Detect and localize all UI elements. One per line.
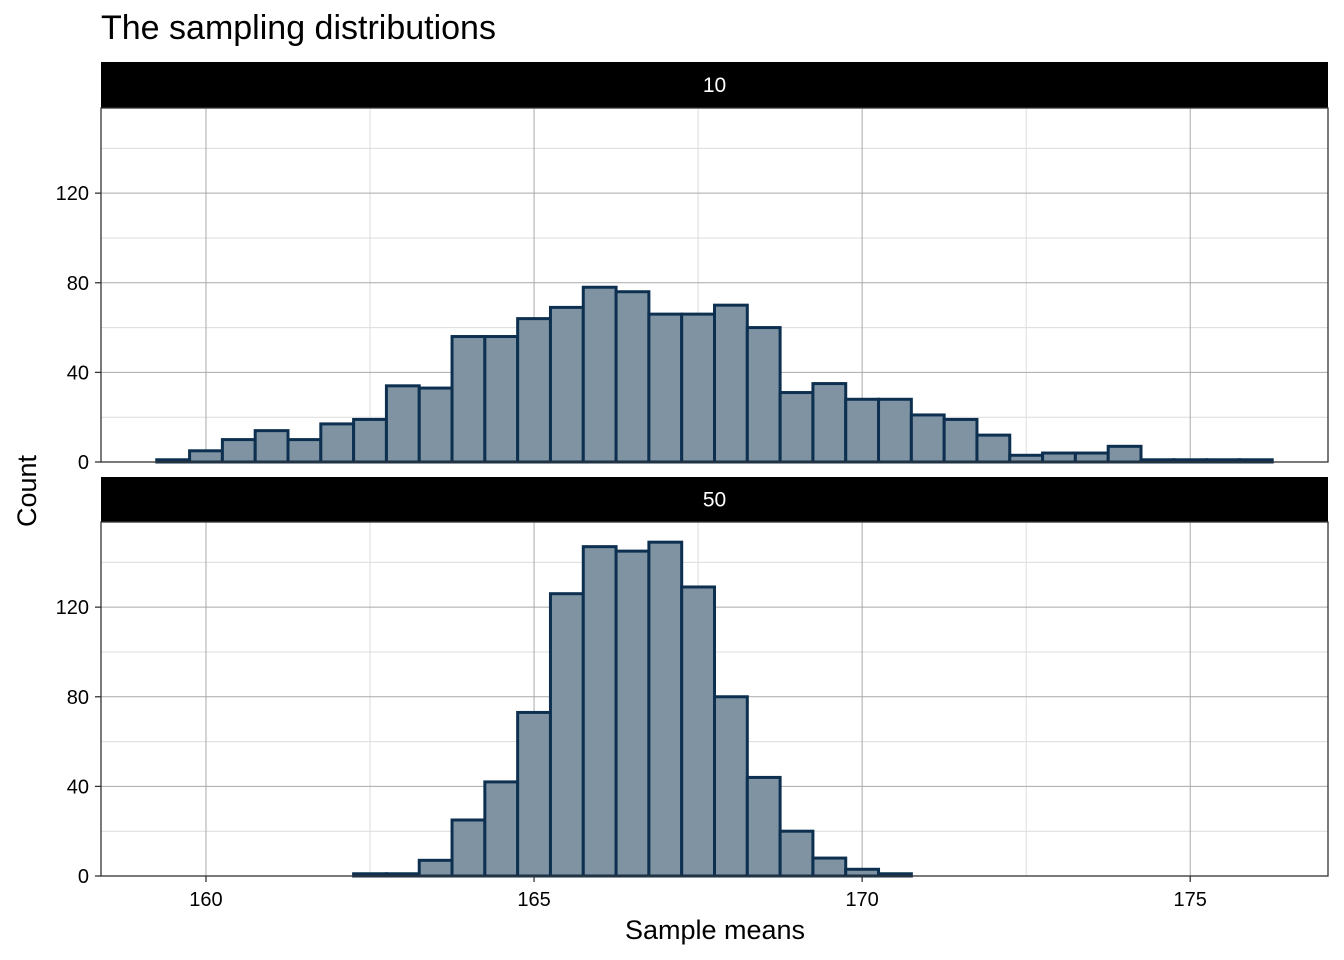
y-tick-label: 120 — [56, 183, 89, 205]
histogram-bar — [483, 335, 520, 464]
y-tick-label: 40 — [67, 362, 89, 384]
histogram-bar — [680, 312, 716, 464]
histogram-bar — [450, 818, 487, 878]
histogram-bar — [680, 585, 716, 878]
panel-border — [100, 107, 1329, 463]
histogram-bar — [877, 397, 913, 464]
histogram-bar — [417, 858, 454, 878]
histogram-bar — [942, 417, 979, 464]
y-axis-title: Count — [12, 454, 42, 527]
histogram-bar — [975, 433, 1012, 464]
x-tick-label: 160 — [189, 889, 222, 911]
histogram-bar — [1041, 451, 1077, 464]
histogram-bar — [844, 397, 881, 464]
histogram-bar — [188, 449, 224, 464]
histogram-bar — [745, 326, 782, 464]
y-tick-label: 80 — [67, 273, 89, 295]
histogram-bar — [811, 382, 848, 464]
histogram-bar — [581, 285, 618, 464]
histogram-bar — [483, 780, 520, 878]
histogram-bar — [614, 290, 651, 464]
panel-10: 10 0 40 80 120 — [56, 62, 1329, 474]
histogram-bar — [548, 305, 585, 464]
panel-border — [100, 521, 1329, 877]
histogram-bar — [417, 386, 454, 464]
x-axis-title: Sample means — [625, 915, 805, 945]
histogram-bar — [516, 317, 552, 464]
histogram-bar — [548, 592, 585, 878]
histogram-bar — [1106, 444, 1143, 464]
histogram-bar — [811, 856, 848, 878]
histogram-bar — [516, 710, 552, 878]
histogram-bar — [713, 303, 749, 464]
histogram-bar — [713, 695, 749, 878]
y-tick-label: 0 — [78, 866, 89, 888]
x-tick-label: 165 — [517, 889, 550, 911]
facet-strip — [101, 477, 1328, 522]
histogram-bar — [778, 391, 815, 464]
y-tick-label: 80 — [67, 687, 89, 709]
facet-strip-label: 50 — [703, 489, 726, 512]
y-tick-label: 40 — [67, 776, 89, 798]
histogram-bar — [614, 549, 651, 878]
x-tick-label: 175 — [1174, 889, 1207, 911]
facet-strip-label: 10 — [703, 74, 726, 97]
chart-title: The sampling distributions — [101, 9, 496, 47]
histogram-bar — [319, 422, 356, 464]
histogram-bar — [1008, 453, 1045, 464]
histogram-bar — [253, 429, 290, 464]
histogram-bar — [745, 775, 782, 878]
facet-strip — [101, 62, 1328, 108]
histogram-bar — [450, 335, 487, 464]
histogram-bar — [647, 540, 684, 878]
panel-50: 50 0 40 80 120 160 165 170 175 — [56, 477, 1329, 911]
histogram-bar — [581, 545, 618, 878]
panels: 10 0 40 80 120 50 0 40 80 120 160 165 170 175 — [56, 62, 1329, 911]
x-tick-label: 170 — [845, 889, 878, 911]
histogram-bar — [647, 312, 684, 464]
histogram-bar — [844, 867, 881, 878]
histogram-bar — [909, 413, 946, 464]
histogram-bar — [1073, 451, 1110, 464]
y-tick-label: 120 — [56, 597, 89, 619]
y-tick-label: 0 — [78, 452, 89, 474]
histogram-bar — [778, 829, 815, 878]
histogram-bar — [220, 438, 257, 464]
histogram-bar — [352, 417, 388, 464]
histogram-bar — [384, 384, 421, 464]
histogram-bar — [286, 438, 323, 464]
